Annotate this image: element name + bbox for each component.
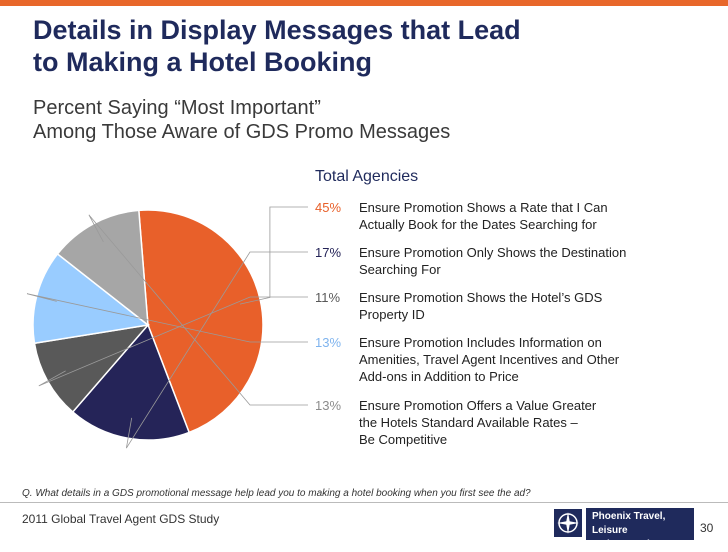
- compass-logo-icon: [554, 509, 582, 537]
- legend-label-line: Ensure Promotion Offers a Value Greater: [359, 398, 597, 413]
- logo-text: Phoenix Travel, Leisure and Entertainmen…: [586, 508, 694, 550]
- legend-percent: 13%: [315, 398, 342, 413]
- legend-label-line: Ensure Promotion Shows a Rate that I Can: [359, 200, 608, 215]
- legend-label-line: Amenities, Travel Agent Incentives and O…: [359, 352, 620, 367]
- legend-label: Ensure Promotion Offers a Value Greater …: [359, 397, 659, 448]
- legend-label-line: Ensure Promotion Shows the Hotel’s GDS: [359, 290, 603, 305]
- legend-label: Ensure Promotion Only Shows the Destinat…: [359, 244, 659, 278]
- legend-percent: 45%: [315, 200, 342, 215]
- legend-percent: 17%: [315, 245, 342, 260]
- legend-label-line: Searching For: [359, 262, 441, 277]
- leader-line: [38, 296, 308, 387]
- legend-label-line: Property ID: [359, 307, 425, 322]
- study-name: 2011 Global Travel Agent GDS Study: [22, 512, 220, 526]
- legend-label-line: Actually Book for the Dates Searching fo…: [359, 217, 597, 232]
- leader-line: [88, 214, 308, 406]
- title-line-1: Details in Display Messages that Lead: [33, 15, 521, 45]
- legend-label: Ensure Promotion Shows the Hotel’s GDS P…: [359, 289, 659, 323]
- leader-line: [26, 293, 308, 343]
- footer-divider: [0, 502, 728, 503]
- legend-label-line: Ensure Promotion Only Shows the Destinat…: [359, 245, 627, 260]
- logo-line: Phoenix Travel, Leisure: [592, 511, 666, 536]
- legend-label-line: the Hotels Standard Available Rates –: [359, 415, 578, 430]
- slide-title: Details in Display Messages that Lead to…: [33, 14, 673, 78]
- legend-percent: 11%: [315, 290, 341, 305]
- page-number: 30: [700, 521, 714, 535]
- slide-subtitle: Percent Saying “Most Important” Among Th…: [33, 96, 673, 144]
- title-line-2: to Making a Hotel Booking: [33, 47, 373, 77]
- company-logo: Phoenix Travel, Leisure and Entertainmen…: [554, 507, 694, 550]
- logo-line: and Entertainment: [592, 539, 680, 550]
- subtitle-line-1: Percent Saying “Most Important”: [33, 97, 321, 119]
- legend-label-line: Ensure Promotion Includes Information on: [359, 335, 602, 350]
- leader-line: [125, 251, 308, 449]
- survey-question: Q. What details in a GDS promotional mes…: [22, 488, 531, 499]
- legend-label-line: Add-ons in Addition to Price: [359, 369, 519, 384]
- legend-label: Ensure Promotion Shows a Rate that I Can…: [359, 199, 659, 233]
- legend-label-line: Be Competitive: [359, 432, 448, 447]
- legend-percent: 13%: [315, 335, 342, 350]
- top-accent-bar: [0, 0, 728, 6]
- subtitle-line-2: Among Those Aware of GDS Promo Messages: [33, 121, 451, 143]
- legend-label: Ensure Promotion Includes Information on…: [359, 334, 659, 385]
- legend-heading: Total Agencies: [315, 168, 419, 185]
